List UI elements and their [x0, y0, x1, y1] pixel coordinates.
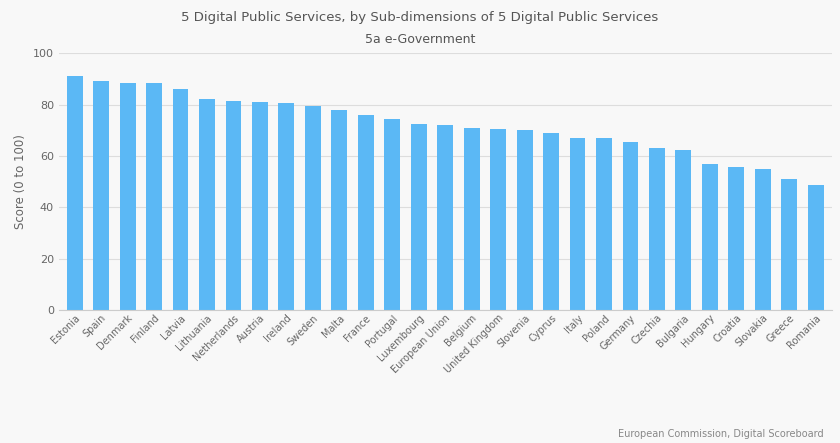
Text: European Commission, Digital Scoreboard: European Commission, Digital Scoreboard — [617, 428, 823, 439]
Bar — [702, 163, 718, 310]
Bar — [332, 110, 347, 310]
Bar — [649, 148, 665, 310]
Bar — [517, 130, 533, 310]
Bar — [66, 76, 82, 310]
Bar — [279, 103, 294, 310]
Bar — [755, 169, 771, 310]
Bar — [728, 167, 744, 310]
Bar — [146, 83, 162, 310]
Bar — [252, 102, 268, 310]
Bar — [570, 138, 585, 310]
Bar — [225, 101, 241, 310]
Bar — [596, 138, 612, 310]
Bar — [808, 186, 824, 310]
Text: 5 Digital Public Services, by Sub-dimensions of 5 Digital Public Services: 5 Digital Public Services, by Sub-dimens… — [181, 11, 659, 24]
Bar — [385, 119, 400, 310]
Bar — [93, 82, 109, 310]
Bar — [543, 133, 559, 310]
Y-axis label: Score (0 to 100): Score (0 to 100) — [14, 134, 28, 229]
Bar — [622, 142, 638, 310]
Bar — [781, 179, 797, 310]
Bar — [491, 129, 506, 310]
Bar — [119, 83, 135, 310]
Bar — [172, 89, 188, 310]
Bar — [675, 150, 691, 310]
Bar — [199, 99, 215, 310]
Text: 5a e-Government: 5a e-Government — [365, 33, 475, 46]
Bar — [438, 125, 453, 310]
Bar — [358, 115, 374, 310]
Bar — [464, 128, 480, 310]
Bar — [305, 106, 321, 310]
Bar — [411, 124, 427, 310]
